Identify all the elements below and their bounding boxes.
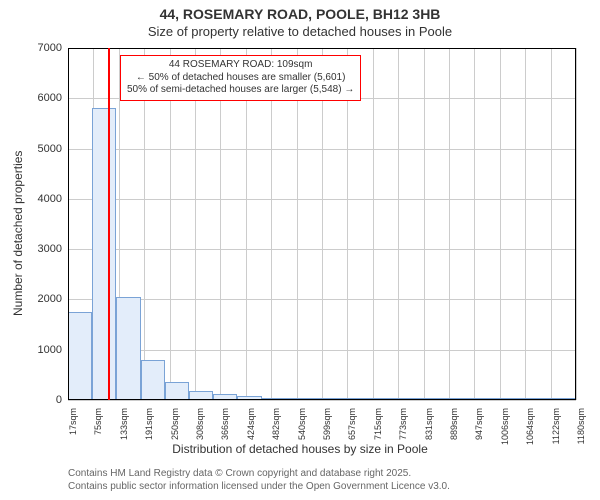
y-axis-label: Number of detached properties (11, 151, 25, 316)
bar (237, 396, 261, 400)
bar (116, 297, 140, 400)
footer-line-2: Contains public sector information licen… (68, 481, 450, 492)
grid-line-h (68, 400, 576, 401)
bar (528, 398, 552, 400)
x-tick-label: 1006sqm (500, 404, 510, 445)
bar (286, 398, 310, 400)
x-tick-label: 250sqm (170, 404, 180, 440)
chart-subtitle: Size of property relative to detached ho… (0, 24, 600, 39)
bar (552, 398, 576, 400)
bar (310, 398, 334, 400)
x-tick-label: 424sqm (246, 404, 256, 440)
x-tick-label: 715sqm (373, 404, 383, 440)
bar (334, 398, 358, 400)
y-tick-label: 7000 (38, 42, 62, 54)
y-tick-label: 4000 (38, 193, 62, 205)
x-axis-label: Distribution of detached houses by size … (0, 442, 600, 456)
annotation-line3: 50% of semi-detached houses are larger (… (127, 84, 354, 97)
x-tick-label: 889sqm (449, 404, 459, 440)
x-tick-label: 1122sqm (551, 404, 561, 444)
y-tick-label: 2000 (38, 293, 62, 305)
x-tick-label: 599sqm (322, 404, 332, 440)
annotation-line2: ← 50% of detached houses are smaller (5,… (127, 72, 354, 85)
chart-container: 44, ROSEMARY ROAD, POOLE, BH12 3HB Size … (0, 0, 600, 500)
x-tick-label: 133sqm (119, 404, 129, 440)
bar (503, 398, 527, 400)
bar (431, 398, 455, 400)
x-tick-label: 482sqm (271, 404, 281, 440)
x-tick-label: 773sqm (398, 404, 408, 440)
y-tick-label: 5000 (38, 143, 62, 155)
x-tick-label: 308sqm (195, 404, 205, 440)
x-tick-label: 540sqm (297, 404, 307, 440)
x-tick-label: 75sqm (93, 404, 103, 435)
footer-line-1: Contains HM Land Registry data © Crown c… (68, 468, 411, 479)
x-tick-label: 17sqm (68, 404, 78, 435)
bars (68, 48, 576, 400)
bar (213, 394, 237, 400)
bar (358, 398, 382, 400)
bar (407, 398, 431, 400)
y-tick-label: 3000 (38, 243, 62, 255)
bar (382, 398, 406, 400)
x-tick-label: 1180sqm (576, 404, 586, 444)
bar (455, 398, 479, 400)
plot-area: 0100020003000400050006000700017sqm75sqm1… (68, 48, 576, 400)
x-tick-label: 191sqm (144, 404, 154, 440)
annotation: 44 ROSEMARY ROAD: 109sqm ← 50% of detach… (120, 55, 361, 101)
marker-line (108, 48, 110, 400)
chart-title: 44, ROSEMARY ROAD, POOLE, BH12 3HB (0, 6, 600, 22)
bar (68, 312, 92, 400)
bar (262, 398, 286, 401)
grid-line-v (576, 48, 577, 400)
x-tick-label: 657sqm (347, 404, 357, 440)
x-tick-label: 831sqm (424, 404, 434, 440)
x-tick-label: 947sqm (474, 404, 484, 440)
y-tick-label: 6000 (38, 92, 62, 104)
bar (479, 398, 503, 400)
x-tick-label: 1064sqm (525, 404, 535, 445)
bar (141, 360, 165, 400)
bar (189, 391, 213, 400)
y-tick-label: 0 (56, 394, 62, 406)
y-tick-label: 1000 (38, 344, 62, 356)
x-tick-label: 366sqm (220, 404, 230, 440)
bar (92, 108, 116, 400)
annotation-line1: 44 ROSEMARY ROAD: 109sqm (127, 59, 354, 72)
bar (165, 382, 189, 400)
